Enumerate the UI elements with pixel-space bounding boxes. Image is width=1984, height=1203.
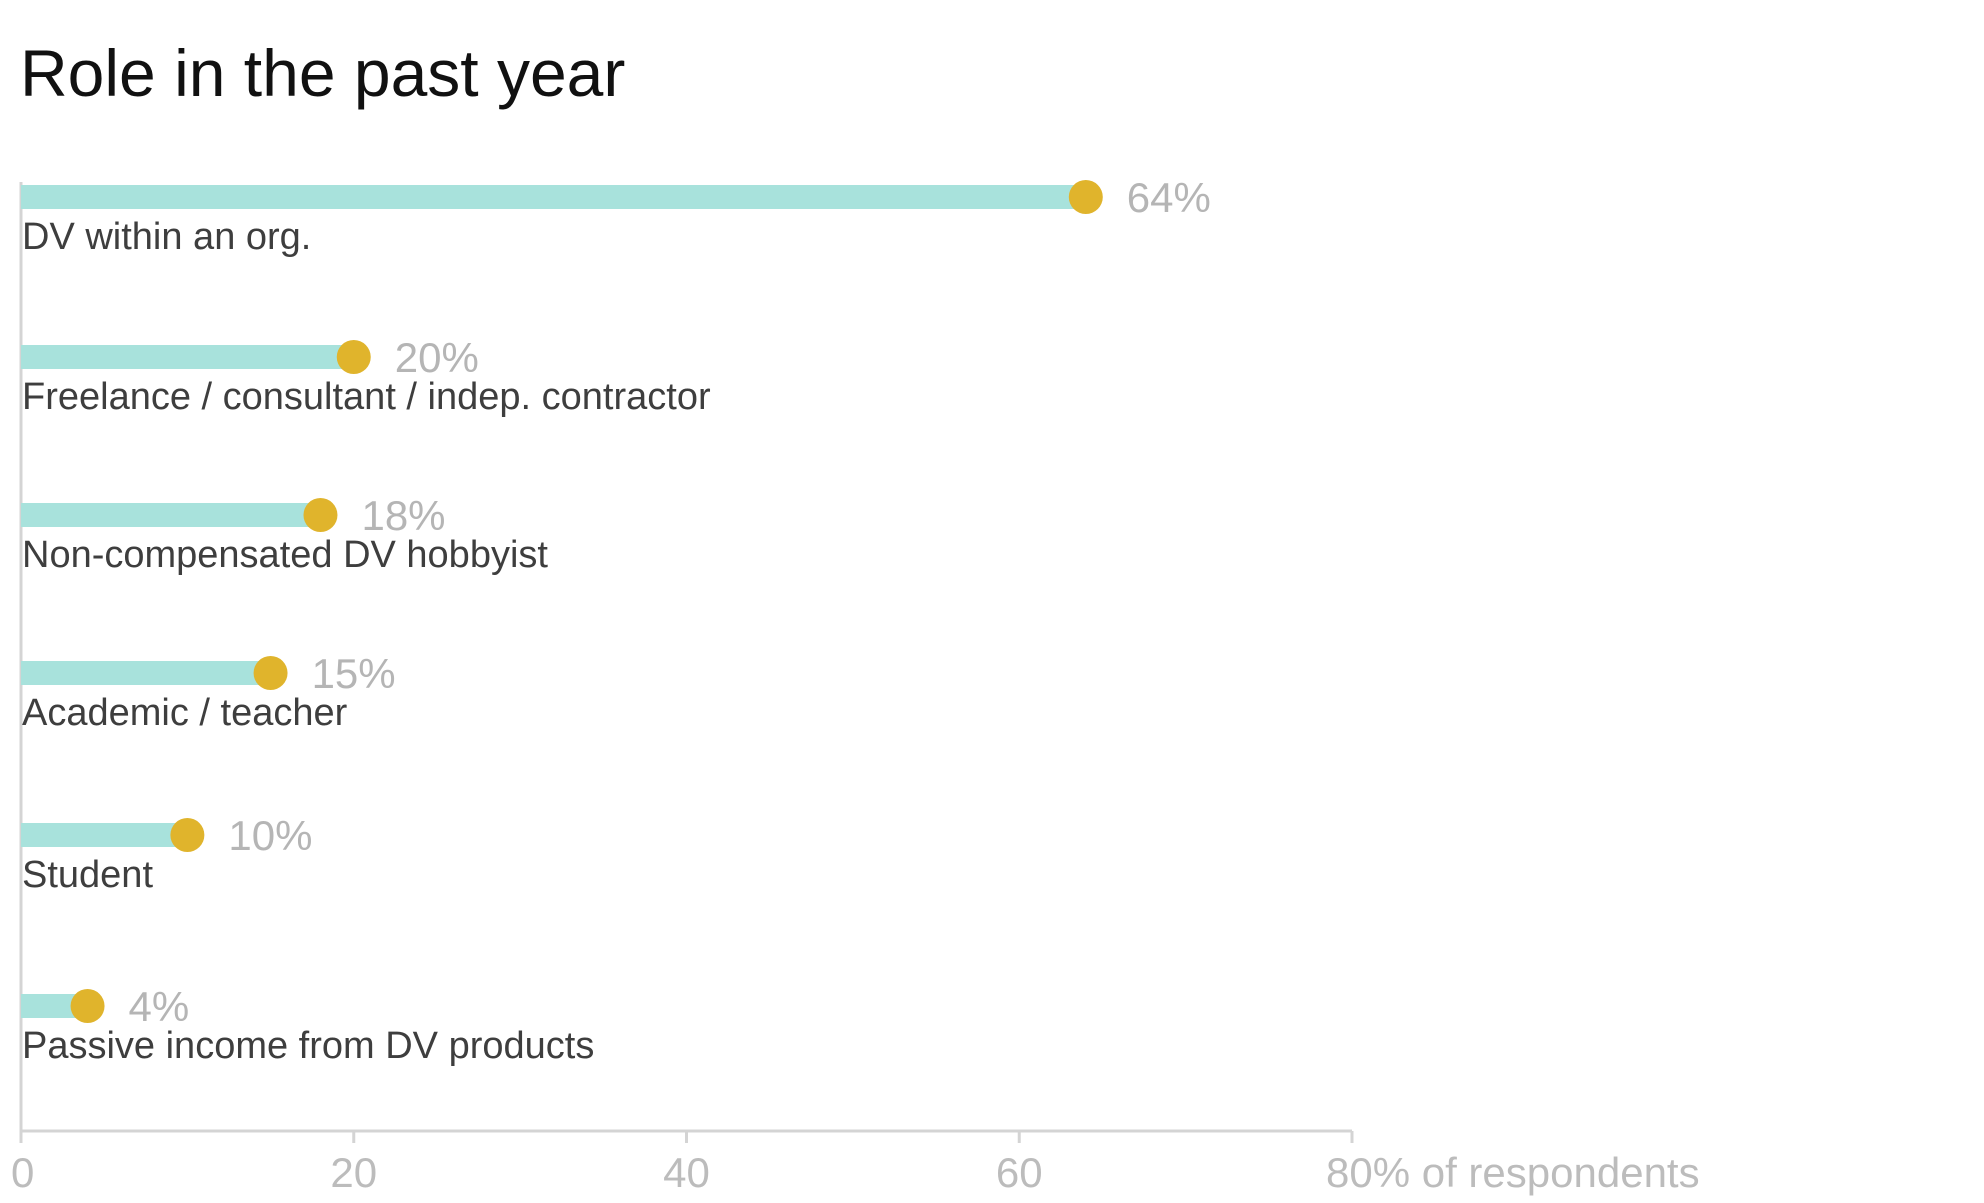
category-label: Academic / teacher <box>22 692 348 734</box>
category-label: Freelance / consultant / indep. contract… <box>22 376 711 418</box>
category-label: Student <box>22 854 153 896</box>
value-label: 15% <box>312 650 396 697</box>
category-label: DV within an org. <box>22 216 311 258</box>
x-tick-label: 20 <box>330 1149 377 1196</box>
category-label: Passive income from DV products <box>22 1025 594 1067</box>
x-tick-label: 0 <box>11 1149 34 1196</box>
value-dot <box>1068 180 1103 214</box>
value-dot <box>336 340 371 374</box>
value-dot <box>170 818 205 852</box>
bar <box>21 823 188 847</box>
category-label: Non-compensated DV hobbyist <box>22 534 548 576</box>
chart-title: Role in the past year <box>20 36 625 110</box>
axes <box>19 182 1352 1133</box>
bar <box>21 661 271 685</box>
x-tick-label: 40 <box>663 1149 710 1196</box>
bar <box>21 185 1086 209</box>
value-label: 20% <box>395 334 479 381</box>
value-label: 4% <box>129 983 190 1030</box>
tick-labels: 0 20 40 60 80% of respondents <box>11 1131 1700 1196</box>
x-tick-label: 80% of respondents <box>1326 1149 1700 1196</box>
value-dot <box>303 498 338 532</box>
value-dot <box>70 989 105 1023</box>
value-dot <box>253 656 288 690</box>
bar <box>21 503 321 527</box>
value-label: 10% <box>228 812 312 859</box>
x-tick-label: 60 <box>996 1149 1043 1196</box>
bars: 64% DV within an org. 20%Freelance / consu… <box>21 174 1211 1067</box>
bar <box>21 345 354 369</box>
value-label: 64% <box>1127 174 1211 221</box>
value-label: 18% <box>361 492 445 539</box>
